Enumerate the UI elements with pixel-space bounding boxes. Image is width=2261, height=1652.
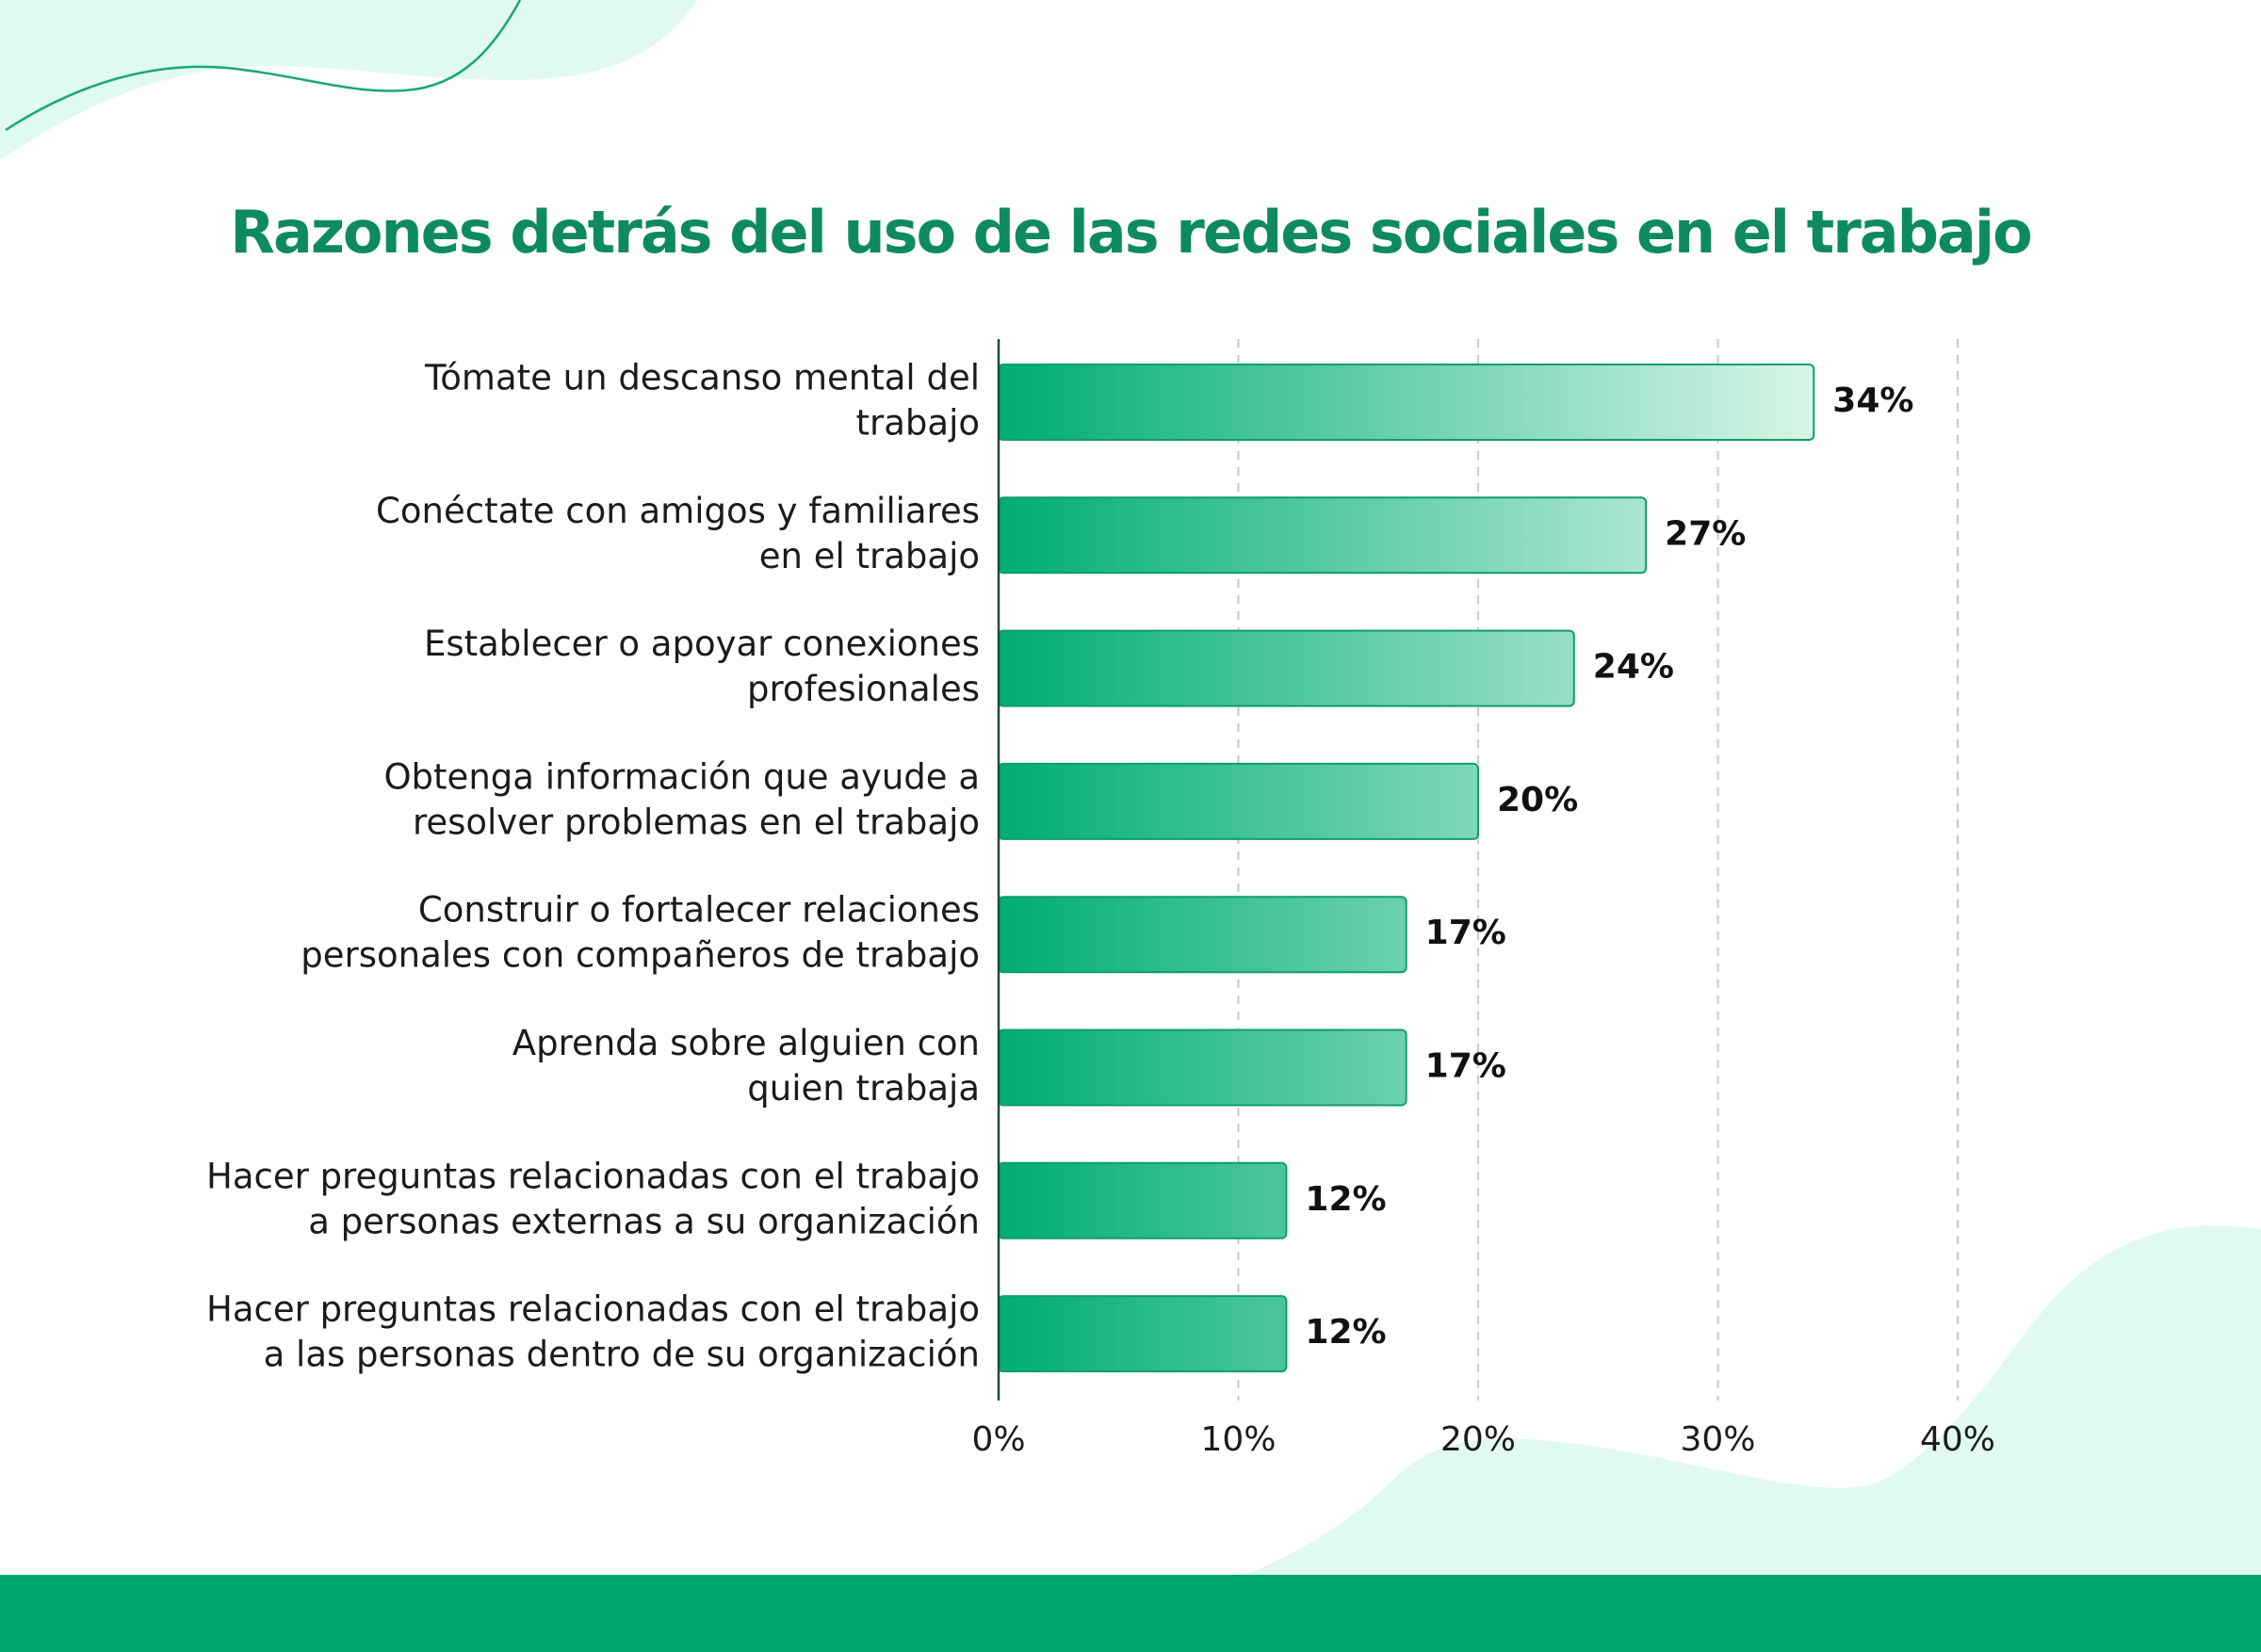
category-label-line: en el trabajo xyxy=(759,536,980,576)
category-label: Obtenga información que ayude a resolver … xyxy=(383,756,980,842)
x-tick-labels: 0% 10% 20% 30% 40% xyxy=(971,1420,1995,1459)
bar xyxy=(998,762,1479,840)
category-label-line: a las personas dentro de su organización xyxy=(264,1335,980,1375)
bars xyxy=(998,364,1815,1373)
footer-bar xyxy=(0,1575,2261,1652)
bar xyxy=(998,629,1575,707)
category-label-line: Conéctate con amigos y familiares xyxy=(376,491,980,531)
category-label-line: resolver problemas en el trabajo xyxy=(413,802,980,842)
x-tick-label: 20% xyxy=(1440,1420,1516,1459)
category-label: Tómate un descanso mental del trabajo xyxy=(424,358,980,444)
category-label-line: Establecer o apoyar conexiones xyxy=(424,624,980,664)
category-label: Construir o fortalecer relaciones persona… xyxy=(301,890,980,976)
category-labels: Tómate un descanso mental del trabajo Coné… xyxy=(206,358,980,1375)
value-label: 17% xyxy=(1425,914,1506,952)
x-tick-label: 40% xyxy=(1920,1420,1995,1459)
category-label-line: Obtenga información que ayude a xyxy=(383,756,980,797)
category-label-line: quien trabaja xyxy=(747,1068,980,1109)
category-label-line: trabajo xyxy=(856,403,980,444)
bar xyxy=(998,364,1815,441)
category-label: Aprenda sobre alguien con quien trabaja xyxy=(512,1023,980,1109)
category-label-line: a personas externas a su organización xyxy=(308,1201,980,1241)
bar xyxy=(998,496,1648,575)
value-labels: 34% 27% 24% 20% 17% 17% 12% 12% xyxy=(1305,381,1913,1352)
category-label: Conéctate con amigos y familiares en el t… xyxy=(376,491,980,576)
value-label: 12% xyxy=(1305,1313,1386,1352)
category-label: Establecer o apoyar conexiones profesiona… xyxy=(424,624,980,709)
category-label-line: Hacer preguntas relacionadas con el trab… xyxy=(206,1156,980,1196)
value-label: 34% xyxy=(1832,381,1913,420)
value-label: 17% xyxy=(1425,1047,1506,1086)
top-left-curve xyxy=(5,0,522,132)
top-left-blob xyxy=(0,0,697,160)
value-label: 27% xyxy=(1665,514,1746,553)
category-label-line: Construir o fortalecer relaciones xyxy=(418,890,980,931)
category-label-line: Hacer preguntas relacionadas con el trab… xyxy=(206,1289,980,1330)
category-label: Hacer preguntas relacionadas con el trab… xyxy=(206,1156,980,1241)
category-label: Hacer preguntas relacionadas con el trab… xyxy=(206,1289,980,1375)
x-tick-label: 10% xyxy=(1200,1420,1276,1459)
bar xyxy=(998,896,1407,974)
value-label: 20% xyxy=(1497,781,1578,819)
chart-title: Razones detrás del uso de las redes soci… xyxy=(230,198,2032,267)
bar xyxy=(998,1295,1288,1373)
bar xyxy=(998,1028,1407,1107)
bar xyxy=(998,1161,1288,1239)
value-label: 12% xyxy=(1305,1180,1386,1219)
x-tick-label: 30% xyxy=(1680,1420,1755,1459)
x-tick-label: 0% xyxy=(971,1420,1025,1459)
category-label-line: profesionales xyxy=(747,669,980,709)
category-label-line: Tómate un descanso mental del xyxy=(424,358,980,398)
bottom-right-blob xyxy=(1244,1225,2261,1575)
category-label-line: personales con compañeros de trabajo xyxy=(301,935,980,976)
value-label: 24% xyxy=(1593,648,1674,687)
category-label-line: Aprenda sobre alguien con xyxy=(512,1023,980,1063)
